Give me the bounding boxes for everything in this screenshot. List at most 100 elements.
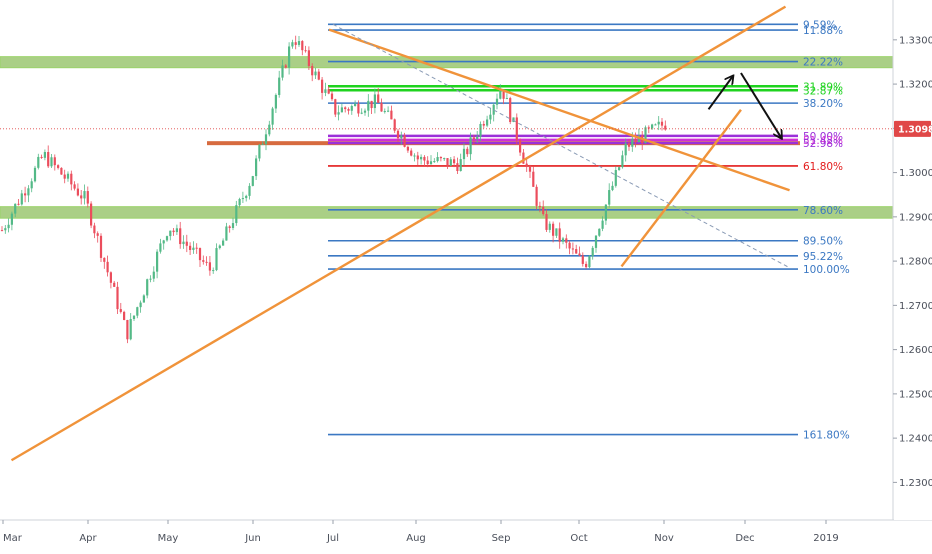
candle-body-13 — [43, 151, 46, 158]
candle-body-86 — [284, 65, 287, 68]
fib-label-12: 95.22% — [803, 251, 843, 263]
candle-body-135 — [446, 158, 449, 166]
falling-trendline — [328, 28, 790, 192]
candle-body-168 — [555, 228, 558, 236]
candle-body-189 — [624, 143, 627, 156]
dashed-trendline — [332, 23, 790, 269]
candle-body-201 — [664, 125, 667, 130]
candle-body-122 — [403, 135, 406, 147]
candle-body-167 — [552, 223, 555, 236]
candle-body-37 — [123, 311, 126, 320]
candle-body-31 — [103, 257, 106, 262]
candle-body-56 — [185, 241, 188, 246]
y-tick-label-0: 1.33000 — [899, 35, 932, 46]
candle-body-39 — [129, 319, 132, 340]
x-tick-label-0: Mar — [3, 533, 23, 544]
x-tick-label-4: Jul — [326, 533, 339, 544]
candle-body-197 — [651, 124, 654, 129]
fib-label-4: 32.87% — [803, 85, 843, 97]
candle-body-28 — [93, 225, 96, 234]
candle-body-175 — [578, 253, 581, 256]
x-tick-label-2: May — [158, 533, 179, 544]
candle-body-143 — [472, 137, 475, 139]
candle-body-108 — [357, 103, 360, 114]
candle-body-179 — [591, 247, 594, 257]
candle-body-50 — [165, 236, 169, 241]
candle-body-80 — [264, 134, 268, 145]
candle-body-160 — [528, 167, 532, 172]
candle-body-93 — [307, 50, 310, 67]
candle-body-181 — [598, 228, 601, 236]
candle-body-97 — [321, 79, 324, 93]
candle-body-142 — [469, 137, 472, 155]
candle-body-148 — [489, 114, 492, 120]
candle-body-6 — [20, 193, 23, 205]
fib-label-5: 38.20% — [803, 98, 843, 110]
candle-body-20 — [66, 173, 70, 179]
candle-body-48 — [159, 243, 162, 252]
candle-body-61 — [202, 260, 205, 262]
candle-body-199 — [657, 121, 660, 125]
candle-body-79 — [261, 144, 264, 146]
candle-body-9 — [30, 181, 33, 189]
y-tick-label-3: 1.30000 — [899, 168, 932, 179]
candle-body-152 — [502, 90, 505, 99]
candle-body-158 — [522, 152, 525, 164]
candle-body-176 — [581, 255, 584, 264]
candle-body-120 — [396, 130, 400, 139]
y-tick-label-5: 1.28000 — [899, 257, 932, 268]
candle-body-99 — [327, 89, 330, 94]
x-tick-label-8: Nov — [654, 533, 674, 544]
candle-body-92 — [304, 50, 307, 52]
candle-body-172 — [568, 242, 571, 249]
arrow-up — [707, 76, 733, 110]
candle-body-16 — [53, 157, 56, 166]
candle-body-29 — [96, 233, 99, 236]
candle-body-170 — [561, 238, 565, 242]
candle-body-76 — [251, 176, 254, 186]
candle-body-25 — [83, 191, 86, 199]
candle-body-63 — [208, 262, 211, 271]
candle-body-32 — [106, 261, 109, 273]
fibonacci-levels: 9.59%11.88% 22.22% 31.89%32.87%38.20% 50.00… — [328, 19, 850, 442]
candle-body-10 — [33, 167, 37, 182]
candle-body-12 — [40, 156, 43, 158]
candle-body-169 — [558, 228, 561, 242]
candle-body-133 — [439, 157, 442, 159]
candle-body-59 — [195, 247, 198, 249]
candle-body-82 — [271, 108, 274, 125]
candle-body-60 — [198, 248, 202, 261]
candle-body-72 — [238, 199, 241, 206]
candle-body-119 — [393, 119, 396, 131]
x-tick-label-6: Sep — [492, 533, 511, 544]
candle-body-109 — [360, 112, 363, 114]
candle-body-78 — [258, 144, 261, 159]
candle-body-54 — [179, 228, 182, 245]
candle-body-0 — [0, 230, 4, 232]
y-tick-label-8: 1.25000 — [899, 389, 932, 400]
x-tick-label-3: Jun — [244, 533, 261, 544]
candle-body-45 — [149, 278, 152, 280]
candle-body-84 — [278, 77, 281, 95]
candle-body-66 — [218, 245, 221, 249]
candle-body-195 — [644, 127, 647, 144]
candle-body-70 — [231, 223, 235, 228]
candle-body-183 — [604, 204, 607, 221]
candle-body-41 — [136, 307, 139, 316]
candle-body-162 — [535, 186, 538, 206]
candle-body-87 — [288, 46, 291, 68]
candle-body-57 — [189, 245, 192, 250]
candle-body-47 — [156, 251, 159, 272]
candle-body-111 — [367, 100, 370, 111]
candle-body-121 — [400, 135, 403, 139]
candle-body-81 — [268, 124, 271, 135]
candle-body-30 — [99, 235, 103, 258]
candle-body-98 — [324, 89, 327, 93]
candle-body-85 — [281, 65, 284, 78]
candle-body-138 — [456, 163, 459, 172]
x-tick-label-1: Apr — [79, 533, 97, 544]
candle-body-186 — [614, 170, 617, 186]
fib-label-2: 22.22% — [803, 57, 843, 69]
candle-body-62 — [205, 261, 208, 263]
